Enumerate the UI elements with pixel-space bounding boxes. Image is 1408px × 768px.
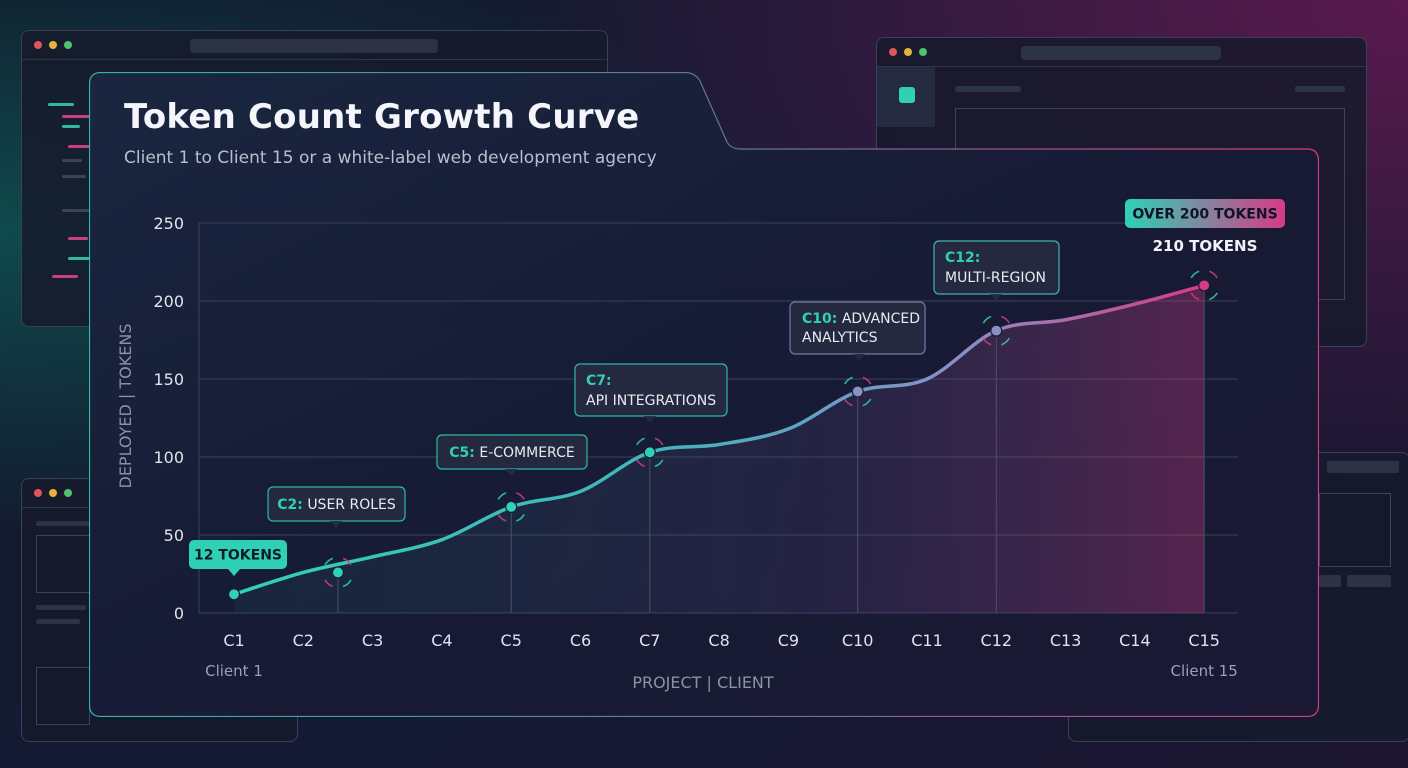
end-value-label: 210 TOKENS xyxy=(1153,237,1258,255)
annotation-text: 12 TOKENS xyxy=(194,548,282,564)
data-point-marker xyxy=(982,315,1010,613)
x-tick-label: C6 xyxy=(570,631,591,650)
x-tick-label: C4 xyxy=(431,631,452,650)
line-layer xyxy=(232,283,1206,597)
x-tick-label: C2 xyxy=(293,631,314,650)
annotation-callout: C12: MULTI-REGION xyxy=(933,240,1060,301)
annotation-text: C2: USER ROLES xyxy=(277,497,396,513)
x-start-label: Client 1 xyxy=(205,662,263,680)
annotation-text-line2: ANALYTICS xyxy=(802,330,878,346)
x-tick-label: C12 xyxy=(981,631,1013,650)
x-tick-label: C3 xyxy=(362,631,383,650)
annotation-layer: 12 TOKENS C2: USER ROLES C5: E-COMMERCE C7:… xyxy=(189,199,1285,576)
series-area xyxy=(234,285,1205,613)
annotation-callout: OVER 200 TOKENS xyxy=(1125,199,1285,228)
x-tick-label: C13 xyxy=(1050,631,1082,650)
window-titlebar xyxy=(877,38,1366,67)
data-point-marker xyxy=(844,376,872,613)
area-layer xyxy=(234,285,1205,613)
annotation-lead: C12: xyxy=(945,250,980,266)
data-point-marker xyxy=(497,492,525,613)
x-tick-label: C5 xyxy=(501,631,522,650)
x-end-label: Client 15 xyxy=(1171,662,1238,680)
annotation-text: OVER 200 TOKENS xyxy=(1132,207,1277,223)
y-tick-label: 50 xyxy=(164,526,184,545)
annotation-callout: C10: ADVANCED ANALYTICS xyxy=(789,301,926,361)
annotation-lead: C7: xyxy=(586,373,612,389)
x-tick-label: C1 xyxy=(223,631,244,650)
x-tick-label: C7 xyxy=(639,631,660,650)
label-layer: 0 50 100 150 200 250 C1 C2 C3 C4 C5 C6 C7 C8 C9 C10 C11 C… xyxy=(116,214,1238,692)
y-tick-label: 150 xyxy=(153,370,184,389)
chart-title: Token Count Growth Curve xyxy=(124,97,640,137)
x-tick-label: C14 xyxy=(1119,631,1151,650)
x-tick-label: C8 xyxy=(708,631,729,650)
y-tick-label: 200 xyxy=(153,292,184,311)
annotation-text: C5: E-COMMERCE xyxy=(449,445,574,461)
window-titlebar xyxy=(22,31,607,60)
y-axis-label: DEPLOYED | TOKENS xyxy=(116,324,135,489)
x-axis-label: PROJECT | CLIENT xyxy=(632,673,774,692)
annotation-callout: 12 TOKENS xyxy=(189,540,287,576)
y-tick-label: 100 xyxy=(153,448,184,467)
data-point-marker xyxy=(227,588,241,601)
annotation-callout: C7: API INTEGRATIONS xyxy=(574,363,728,423)
y-tick-label: 0 xyxy=(174,604,184,623)
x-tick-label: C10 xyxy=(842,631,874,650)
annotation-callout: C2: USER ROLES xyxy=(267,486,406,528)
sidebar-active-tile xyxy=(877,67,935,127)
annotation-callout: C5: E-COMMERCE xyxy=(436,434,588,476)
annotation-text: MULTI-REGION xyxy=(945,270,1046,286)
data-point-marker xyxy=(1190,270,1218,613)
data-point-marker xyxy=(636,437,664,613)
series-line xyxy=(232,283,1206,597)
y-tick-label: 250 xyxy=(153,214,184,233)
annotation-text: API INTEGRATIONS xyxy=(586,393,716,409)
x-tick-label: C9 xyxy=(778,631,799,650)
data-point-marker xyxy=(324,557,352,613)
chart-subtitle: Client 1 to Client 15 or a white-label w… xyxy=(124,148,657,168)
annotation-text: C10: ADVANCED xyxy=(802,311,920,327)
x-tick-label: C11 xyxy=(911,631,943,650)
marker-layer xyxy=(227,270,1218,613)
x-tick-label: C15 xyxy=(1188,631,1220,650)
